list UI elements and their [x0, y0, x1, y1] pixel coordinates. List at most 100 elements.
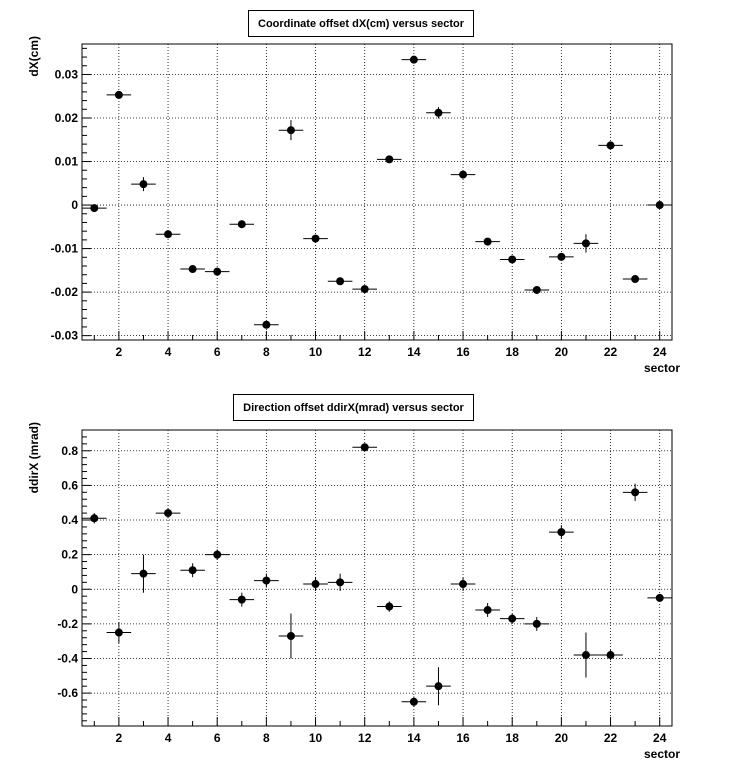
bottom-point-3-marker	[139, 569, 148, 578]
top-point-16	[450, 170, 476, 179]
bottom-point-14-marker	[409, 697, 418, 706]
top-point-13-marker	[385, 155, 394, 164]
top-point-21-marker	[581, 239, 590, 248]
top-y-tick-label-5: 0.02	[55, 111, 79, 125]
bottom-chart-title: Direction offset ddirX(mrad) versus sect…	[233, 394, 474, 421]
bottom-point-1-marker	[90, 514, 99, 523]
bottom-x-tick-label-14: 14	[407, 731, 421, 745]
bottom-point-21	[573, 632, 599, 678]
bottom-point-7	[229, 592, 255, 607]
bottom-point-1	[82, 513, 107, 524]
top-point-9	[278, 120, 304, 141]
bottom-y-tick-label-1: -0.4	[57, 651, 78, 665]
top-point-5-marker	[188, 265, 197, 274]
top-plot-frame	[81, 43, 673, 341]
bottom-point-15-marker	[434, 682, 443, 691]
bottom-y-tick-label-7: 0.8	[61, 444, 78, 458]
bottom-point-18	[499, 613, 525, 624]
bottom-point-21-marker	[581, 651, 590, 660]
top-x-tick-label-14: 14	[407, 345, 421, 359]
bottom-point-16-marker	[459, 580, 468, 589]
top-chart: 2 4 6 8 10 12 14 16 18 20 22 24-0.03-0.02-0.0100.01…	[27, 36, 680, 375]
top-chart-title: Coordinate offset dX(cm) versus sector	[248, 10, 474, 37]
top-y-axis-title: dX(cm)	[27, 36, 41, 77]
top-point-11	[327, 277, 353, 286]
top-point-23-marker	[631, 275, 640, 284]
bottom-point-16	[450, 577, 476, 591]
bottom-point-19	[524, 616, 550, 631]
top-point-18-marker	[508, 255, 517, 264]
top-point-4-marker	[164, 230, 173, 239]
top-x-tick-label-4: 4	[165, 345, 172, 359]
top-point-14	[401, 55, 427, 64]
bottom-point-23-marker	[631, 488, 640, 497]
top-x-tick-label-10: 10	[309, 345, 323, 359]
top-x-tick-label-20: 20	[555, 345, 569, 359]
bottom-point-5-marker	[188, 566, 197, 575]
bottom-point-17-marker	[483, 606, 492, 615]
bottom-point-12-marker	[360, 443, 369, 452]
bottom-point-20	[549, 525, 574, 540]
top-point-23	[622, 275, 648, 284]
bottom-point-9	[278, 613, 304, 659]
top-point-17	[475, 237, 500, 246]
bottom-point-5	[180, 563, 205, 578]
bottom-x-tick-label-12: 12	[358, 731, 372, 745]
top-point-17-marker	[483, 237, 492, 246]
top-point-6-marker	[213, 267, 222, 276]
bottom-point-14	[401, 696, 427, 707]
bottom-point-11-marker	[336, 578, 345, 587]
bottom-point-6-marker	[213, 550, 222, 559]
bottom-chart: 2 4 6 8 10 12 14 16 18 20 22 24-0.6-0.4-0.200.20.40…	[27, 422, 680, 761]
top-y-tick-label-2: -0.01	[51, 242, 79, 256]
top-point-21	[573, 234, 599, 253]
top-point-13	[377, 155, 402, 164]
bottom-y-tick-label-2: -0.2	[57, 617, 78, 631]
top-point-12	[352, 285, 377, 294]
top-point-2-marker	[114, 90, 123, 99]
bottom-x-tick-label-24: 24	[653, 731, 667, 745]
top-point-1	[82, 204, 107, 213]
top-point-5	[180, 265, 205, 274]
bottom-x-tick-label-16: 16	[456, 731, 470, 745]
top-point-20-marker	[557, 252, 566, 261]
bottom-y-tick-label-3: 0	[71, 582, 78, 596]
top-point-15-marker	[434, 108, 443, 117]
bottom-point-8	[254, 573, 279, 588]
top-point-22-marker	[606, 141, 615, 150]
bottom-point-20-marker	[557, 528, 566, 537]
bottom-point-11	[327, 573, 353, 591]
top-point-16-marker	[459, 170, 468, 179]
top-point-22	[598, 141, 623, 150]
top-point-11-marker	[336, 277, 345, 286]
top-point-20	[549, 252, 574, 261]
bottom-point-24	[647, 593, 672, 602]
bottom-point-17	[475, 603, 500, 617]
top-point-10-marker	[311, 234, 320, 243]
bottom-x-tick-label-2: 2	[116, 731, 123, 745]
top-x-tick-label-8: 8	[263, 345, 270, 359]
bottom-x-tick-label-8: 8	[263, 731, 270, 745]
top-point-1-marker	[90, 204, 99, 213]
bottom-point-18-marker	[508, 614, 517, 623]
top-x-tick-label-16: 16	[456, 345, 470, 359]
bottom-point-3	[131, 554, 156, 593]
top-x-tick-label-24: 24	[653, 345, 667, 359]
top-point-3-marker	[139, 180, 148, 189]
top-point-19	[524, 285, 550, 294]
top-x-tick-label-6: 6	[214, 345, 221, 359]
bottom-point-9-marker	[286, 631, 295, 640]
bottom-point-4-marker	[164, 509, 173, 518]
bottom-point-15	[426, 667, 451, 706]
bottom-x-axis-title: sector	[644, 747, 680, 761]
top-x-tick-label-2: 2	[116, 345, 123, 359]
top-point-19-marker	[532, 285, 541, 294]
top-point-4	[155, 230, 181, 239]
top-point-7	[229, 220, 255, 229]
top-point-15	[426, 107, 451, 119]
bottom-point-2	[106, 622, 132, 643]
top-point-10	[303, 234, 328, 243]
bottom-point-7-marker	[237, 595, 246, 604]
bottom-x-tick-label-20: 20	[555, 731, 569, 745]
